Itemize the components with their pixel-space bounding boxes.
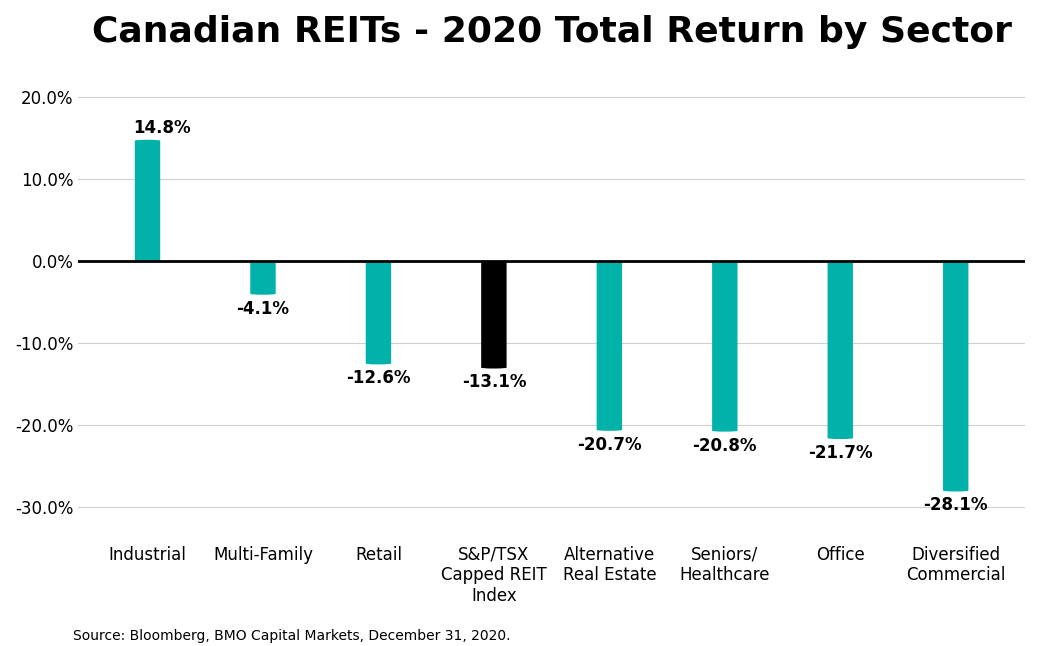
Text: -12.6%: -12.6%: [346, 370, 411, 388]
FancyBboxPatch shape: [712, 261, 737, 432]
Text: -20.8%: -20.8%: [693, 437, 757, 455]
FancyBboxPatch shape: [943, 261, 968, 492]
FancyBboxPatch shape: [366, 261, 391, 364]
FancyBboxPatch shape: [597, 261, 622, 431]
Text: -21.7%: -21.7%: [808, 444, 873, 462]
Title: Canadian REITs - 2020 Total Return by Sector: Canadian REITs - 2020 Total Return by Se…: [92, 15, 1012, 49]
FancyBboxPatch shape: [828, 261, 853, 439]
FancyBboxPatch shape: [251, 261, 276, 295]
Text: Source: Bloomberg, BMO Capital Markets, December 31, 2020.: Source: Bloomberg, BMO Capital Markets, …: [73, 629, 511, 643]
Text: -28.1%: -28.1%: [924, 496, 988, 514]
FancyBboxPatch shape: [482, 261, 506, 368]
Text: -20.7%: -20.7%: [577, 436, 642, 453]
Text: -13.1%: -13.1%: [462, 373, 526, 391]
Text: 14.8%: 14.8%: [134, 118, 191, 136]
FancyBboxPatch shape: [135, 140, 160, 261]
Text: -4.1%: -4.1%: [236, 300, 289, 318]
